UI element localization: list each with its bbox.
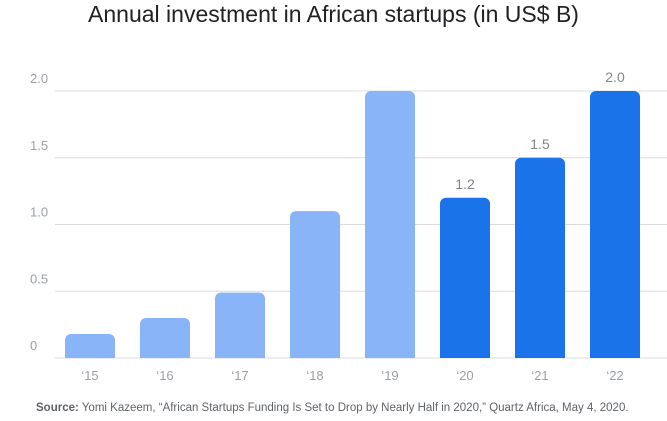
bar-base xyxy=(65,352,115,358)
bar xyxy=(365,91,415,358)
bar-base xyxy=(365,352,415,358)
bar-base xyxy=(440,352,490,358)
bar-base xyxy=(515,352,565,358)
chart-title: Annual investment in African startups (i… xyxy=(88,1,579,27)
x-tick-label: ‘16 xyxy=(156,368,173,383)
x-tick-label: ‘19 xyxy=(381,368,398,383)
source-text: Yomi Kazeem, “African Startups Funding I… xyxy=(78,402,629,414)
x-tick-label: ‘22 xyxy=(606,368,623,383)
data-label: 1.2 xyxy=(455,176,475,192)
bar xyxy=(140,317,190,358)
x-tick-label: ‘15 xyxy=(81,368,98,383)
bar xyxy=(215,292,265,358)
y-tick-label: 0 xyxy=(30,338,37,353)
bar xyxy=(65,333,115,358)
data-label: 2.0 xyxy=(605,69,625,85)
y-tick-label: 2.0 xyxy=(30,71,48,86)
y-tick-label: 1.0 xyxy=(30,205,48,220)
bar-base xyxy=(215,352,265,358)
y-tick-label: 0.5 xyxy=(30,271,48,286)
source-note: Source: Yomi Kazeem, “African Startups F… xyxy=(36,401,629,415)
bar-base xyxy=(140,352,190,358)
bar xyxy=(290,211,340,358)
source-label: Source: xyxy=(36,402,79,414)
x-tick-label: ‘18 xyxy=(306,368,323,383)
bar-base xyxy=(590,352,640,358)
bar xyxy=(590,91,640,358)
data-label: 1.5 xyxy=(530,136,550,152)
x-tick-label: ‘20 xyxy=(456,368,473,383)
bar xyxy=(440,197,490,358)
bar-base xyxy=(290,352,340,358)
y-tick-label: 1.5 xyxy=(30,138,48,153)
bar xyxy=(515,157,565,358)
x-tick-label: ‘17 xyxy=(231,368,248,383)
x-tick-label: ‘21 xyxy=(531,368,548,383)
